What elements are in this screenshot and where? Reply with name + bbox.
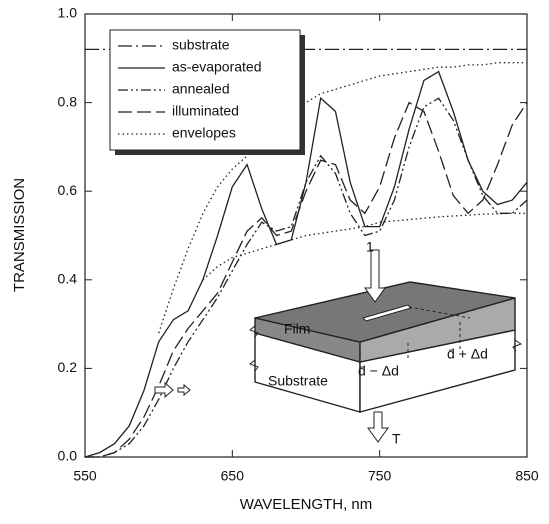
incident-label: 1 <box>366 239 374 255</box>
legend-label: illuminated <box>172 103 239 119</box>
break-marks <box>249 325 523 372</box>
y-tick-label: 0.8 <box>58 93 78 109</box>
thick-label: d̄ + Δd <box>447 346 488 362</box>
legend-label: substrate <box>172 37 230 53</box>
x-axis-label: WAVELENGTH, nm <box>240 496 373 513</box>
inset-diagram: 1 Film Substrate d̄ − Δd d̄ + Δd T <box>249 239 523 447</box>
series-line <box>85 101 528 458</box>
x-tick-label: 650 <box>221 468 245 484</box>
y-tick-label: 0.6 <box>58 182 78 198</box>
series-line <box>85 97 528 458</box>
transmitted-label: T <box>392 431 401 447</box>
y-tick-label: 0.2 <box>58 359 78 375</box>
x-tick-label: 850 <box>515 468 539 484</box>
incident-arrow <box>364 249 386 303</box>
transmitted-arrow <box>367 411 389 443</box>
series-line <box>84 70 528 458</box>
legend-label: envelopes <box>172 125 236 141</box>
slit <box>362 304 412 322</box>
legend-label: annealed <box>172 81 230 97</box>
legend-label: as-evaporated <box>172 59 262 75</box>
substrate-label: Substrate <box>268 373 328 389</box>
series-line <box>202 212 527 281</box>
y-tick-label: 0.0 <box>58 448 78 464</box>
plot-frame <box>84 13 528 458</box>
y-tick-label: 0.4 <box>58 271 78 287</box>
x-tick-label: 750 <box>368 468 392 484</box>
film-label: Film <box>284 321 310 337</box>
y-axis-label: TRANSMISSION <box>11 178 28 292</box>
thin-label: d̄ − Δd <box>358 363 399 379</box>
y-tick-label: 1.0 <box>58 5 78 21</box>
shift-arrows <box>154 381 191 399</box>
x-tick-label: 550 <box>73 468 97 484</box>
guide-lines <box>407 306 471 360</box>
